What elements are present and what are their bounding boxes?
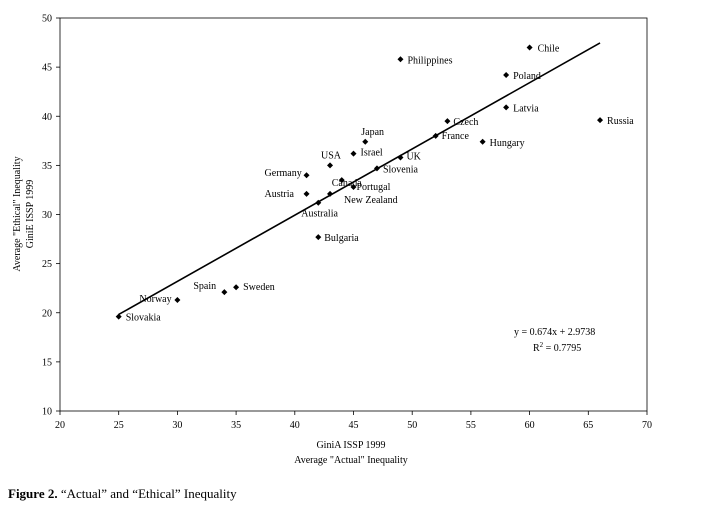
- point-france: [432, 132, 439, 139]
- y-tick-label: 25: [42, 259, 52, 270]
- x-tick-label: 60: [525, 420, 535, 431]
- point-philippines: [397, 56, 404, 63]
- x-tick-label: 55: [466, 420, 476, 431]
- x-tick-label: 45: [349, 420, 359, 431]
- label-hungary: Hungary: [490, 138, 525, 149]
- x-tick-label: 50: [407, 420, 417, 431]
- label-new-zealand: New Zealand: [344, 195, 398, 206]
- y-axis-title-line1: Average "Ethical" Inequality: [12, 156, 23, 271]
- point-spain: [221, 289, 228, 296]
- point-usa: [327, 162, 334, 169]
- label-usa: USA: [321, 150, 342, 161]
- label-russia: Russia: [607, 116, 634, 127]
- point-australia: [315, 199, 322, 206]
- point-latvia: [503, 104, 510, 111]
- x-tick-label: 20: [55, 420, 65, 431]
- label-france: France: [442, 131, 470, 142]
- x-axis-title-line1: GiniA ISSP 1999: [316, 440, 385, 451]
- point-japan: [362, 138, 369, 145]
- axis-titles: GiniA ISSP 1999 Average "Actual" Inequal…: [12, 156, 408, 466]
- figure-caption: Figure 2. “Actual” and “Ethical” Inequal…: [8, 486, 237, 502]
- label-austria: Austria: [265, 189, 295, 200]
- x-tick-label: 35: [231, 420, 241, 431]
- point-portugal: [350, 183, 357, 190]
- x-tick-label: 65: [583, 420, 593, 431]
- y-tick-label: 10: [42, 407, 52, 418]
- regression-equation: y = 0.674x + 2.9738 R2 = 0.7795: [514, 327, 595, 354]
- y-tick-label: 35: [42, 161, 52, 172]
- label-norway: Norway: [139, 294, 171, 305]
- point-new-zealand: [327, 190, 334, 197]
- label-latvia: Latvia: [513, 103, 539, 114]
- y-axis-title-line2: GiniE ISSP 1999: [25, 180, 36, 249]
- x-tick-label: 30: [172, 420, 182, 431]
- point-chile: [526, 44, 533, 51]
- point-slovenia: [373, 165, 380, 172]
- point-russia: [597, 117, 604, 124]
- figure-caption-text: “Actual” and “Ethical” Inequality: [57, 486, 237, 501]
- y-tick-label: 40: [42, 112, 52, 123]
- x-tick-label: 70: [642, 420, 652, 431]
- point-uk: [397, 154, 404, 161]
- label-canada: Canada: [332, 178, 363, 189]
- point-norway: [174, 296, 181, 303]
- label-philippines: Philippines: [407, 55, 452, 66]
- label-sweden: Sweden: [243, 282, 275, 293]
- axes: 20 25 30 35 40 45 50 55 60 65 70 10 15 20 25 30 35 40 45 50: [42, 14, 652, 432]
- trendline-group: [118, 42, 601, 316]
- scatter-chart: 20 25 30 35 40 45 50 55 60 65 70 10 15 20 25 30 35 40 45 50…: [12, 14, 652, 467]
- y-tick-label: 30: [42, 210, 52, 221]
- point-hungary: [479, 138, 486, 145]
- y-tick-label: 50: [42, 14, 52, 25]
- label-uk: UK: [406, 152, 421, 163]
- label-portugal: Portugal: [357, 182, 391, 193]
- point-slovakia: [115, 313, 122, 320]
- x-tick-label: 25: [114, 420, 124, 431]
- point-germany: [303, 172, 310, 179]
- label-germany: Germany: [265, 168, 302, 179]
- point-labels: Chile Philippines Poland Latvia Russia Czech F…: [126, 43, 635, 323]
- point-poland: [503, 71, 510, 78]
- point-canada: [338, 177, 345, 184]
- trendline: [118, 42, 601, 316]
- y-tick-label: 45: [42, 63, 52, 74]
- y-tick-label: 15: [42, 357, 52, 368]
- label-japan: Japan: [361, 127, 384, 138]
- point-sweden: [233, 284, 240, 291]
- point-austria: [303, 190, 310, 197]
- equation-text: y = 0.674x + 2.9738: [514, 327, 595, 338]
- point-bulgaria: [315, 234, 322, 241]
- x-axis-title-line2: Average "Actual" Inequality: [294, 455, 408, 466]
- x-tick-label: 40: [290, 420, 300, 431]
- label-bulgaria: Bulgaria: [324, 233, 359, 244]
- label-slovenia: Slovenia: [383, 164, 419, 175]
- label-australia: Australia: [301, 209, 338, 220]
- y-tick-label: 20: [42, 308, 52, 319]
- point-israel: [350, 150, 357, 157]
- r-squared-text: R2 = 0.7795: [533, 341, 581, 354]
- label-israel: Israel: [361, 148, 383, 159]
- points-group: [115, 44, 604, 320]
- label-chile: Chile: [538, 43, 560, 54]
- figure-caption-label: Figure 2.: [8, 486, 58, 501]
- label-spain: Spain: [193, 281, 216, 292]
- label-czech: Czech: [453, 117, 478, 128]
- point-czech: [444, 118, 451, 125]
- label-slovakia: Slovakia: [126, 313, 162, 324]
- label-poland: Poland: [513, 71, 541, 82]
